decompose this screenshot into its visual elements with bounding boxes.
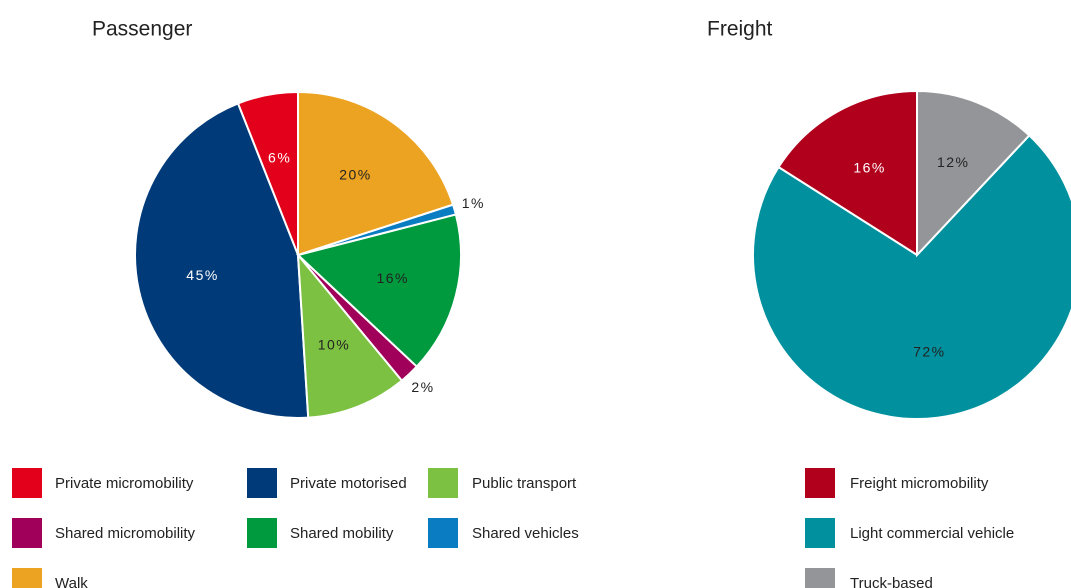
legend-label: Shared vehicles: [472, 525, 579, 542]
slice-label: 6%: [268, 150, 291, 166]
legend-swatch: [12, 518, 42, 548]
legend-swatch: [12, 568, 42, 588]
legend-swatch: [247, 518, 277, 548]
pie-slice: [752, 134, 1071, 420]
slice-label: 20%: [339, 167, 372, 183]
legend-label: Shared mobility: [290, 525, 394, 542]
pie-slice: [134, 102, 310, 419]
pie-slice: [916, 89, 1031, 258]
slice-label: 16%: [376, 270, 409, 286]
legend-swatch: [428, 518, 458, 548]
legend-label: Shared micromobility: [55, 525, 196, 542]
legend-swatch: [12, 468, 42, 498]
pie-slice: [296, 251, 404, 419]
pie-slice: [297, 90, 455, 257]
slice-label: 72%: [913, 343, 946, 359]
slice-label: 10%: [318, 337, 351, 353]
slice-label: 1%: [462, 195, 485, 211]
pie-slice: [777, 89, 918, 257]
legend-label: Light commercial vehicle: [850, 525, 1014, 542]
legend-label: Private motorised: [290, 475, 407, 492]
legend-swatch: [428, 468, 458, 498]
slice-label: 2%: [411, 379, 434, 395]
legend-label: Truck-based: [850, 575, 933, 588]
legend-swatch: [805, 568, 835, 588]
legend-swatch: [805, 518, 835, 548]
chart-title: Passenger: [92, 18, 192, 41]
slice-label: 12%: [937, 154, 970, 170]
legend-swatch: [805, 468, 835, 498]
legend-label: Public transport: [472, 475, 577, 492]
legend-label: Private micromobility: [55, 475, 194, 492]
legend-swatch: [247, 468, 277, 498]
chart-title: Freight: [707, 18, 773, 41]
legend-label: Freight micromobility: [850, 475, 989, 492]
legend-label: Walk: [55, 575, 88, 588]
slice-label: 45%: [186, 267, 219, 283]
slice-label: 16%: [853, 159, 886, 175]
pie-slice: [295, 213, 462, 368]
